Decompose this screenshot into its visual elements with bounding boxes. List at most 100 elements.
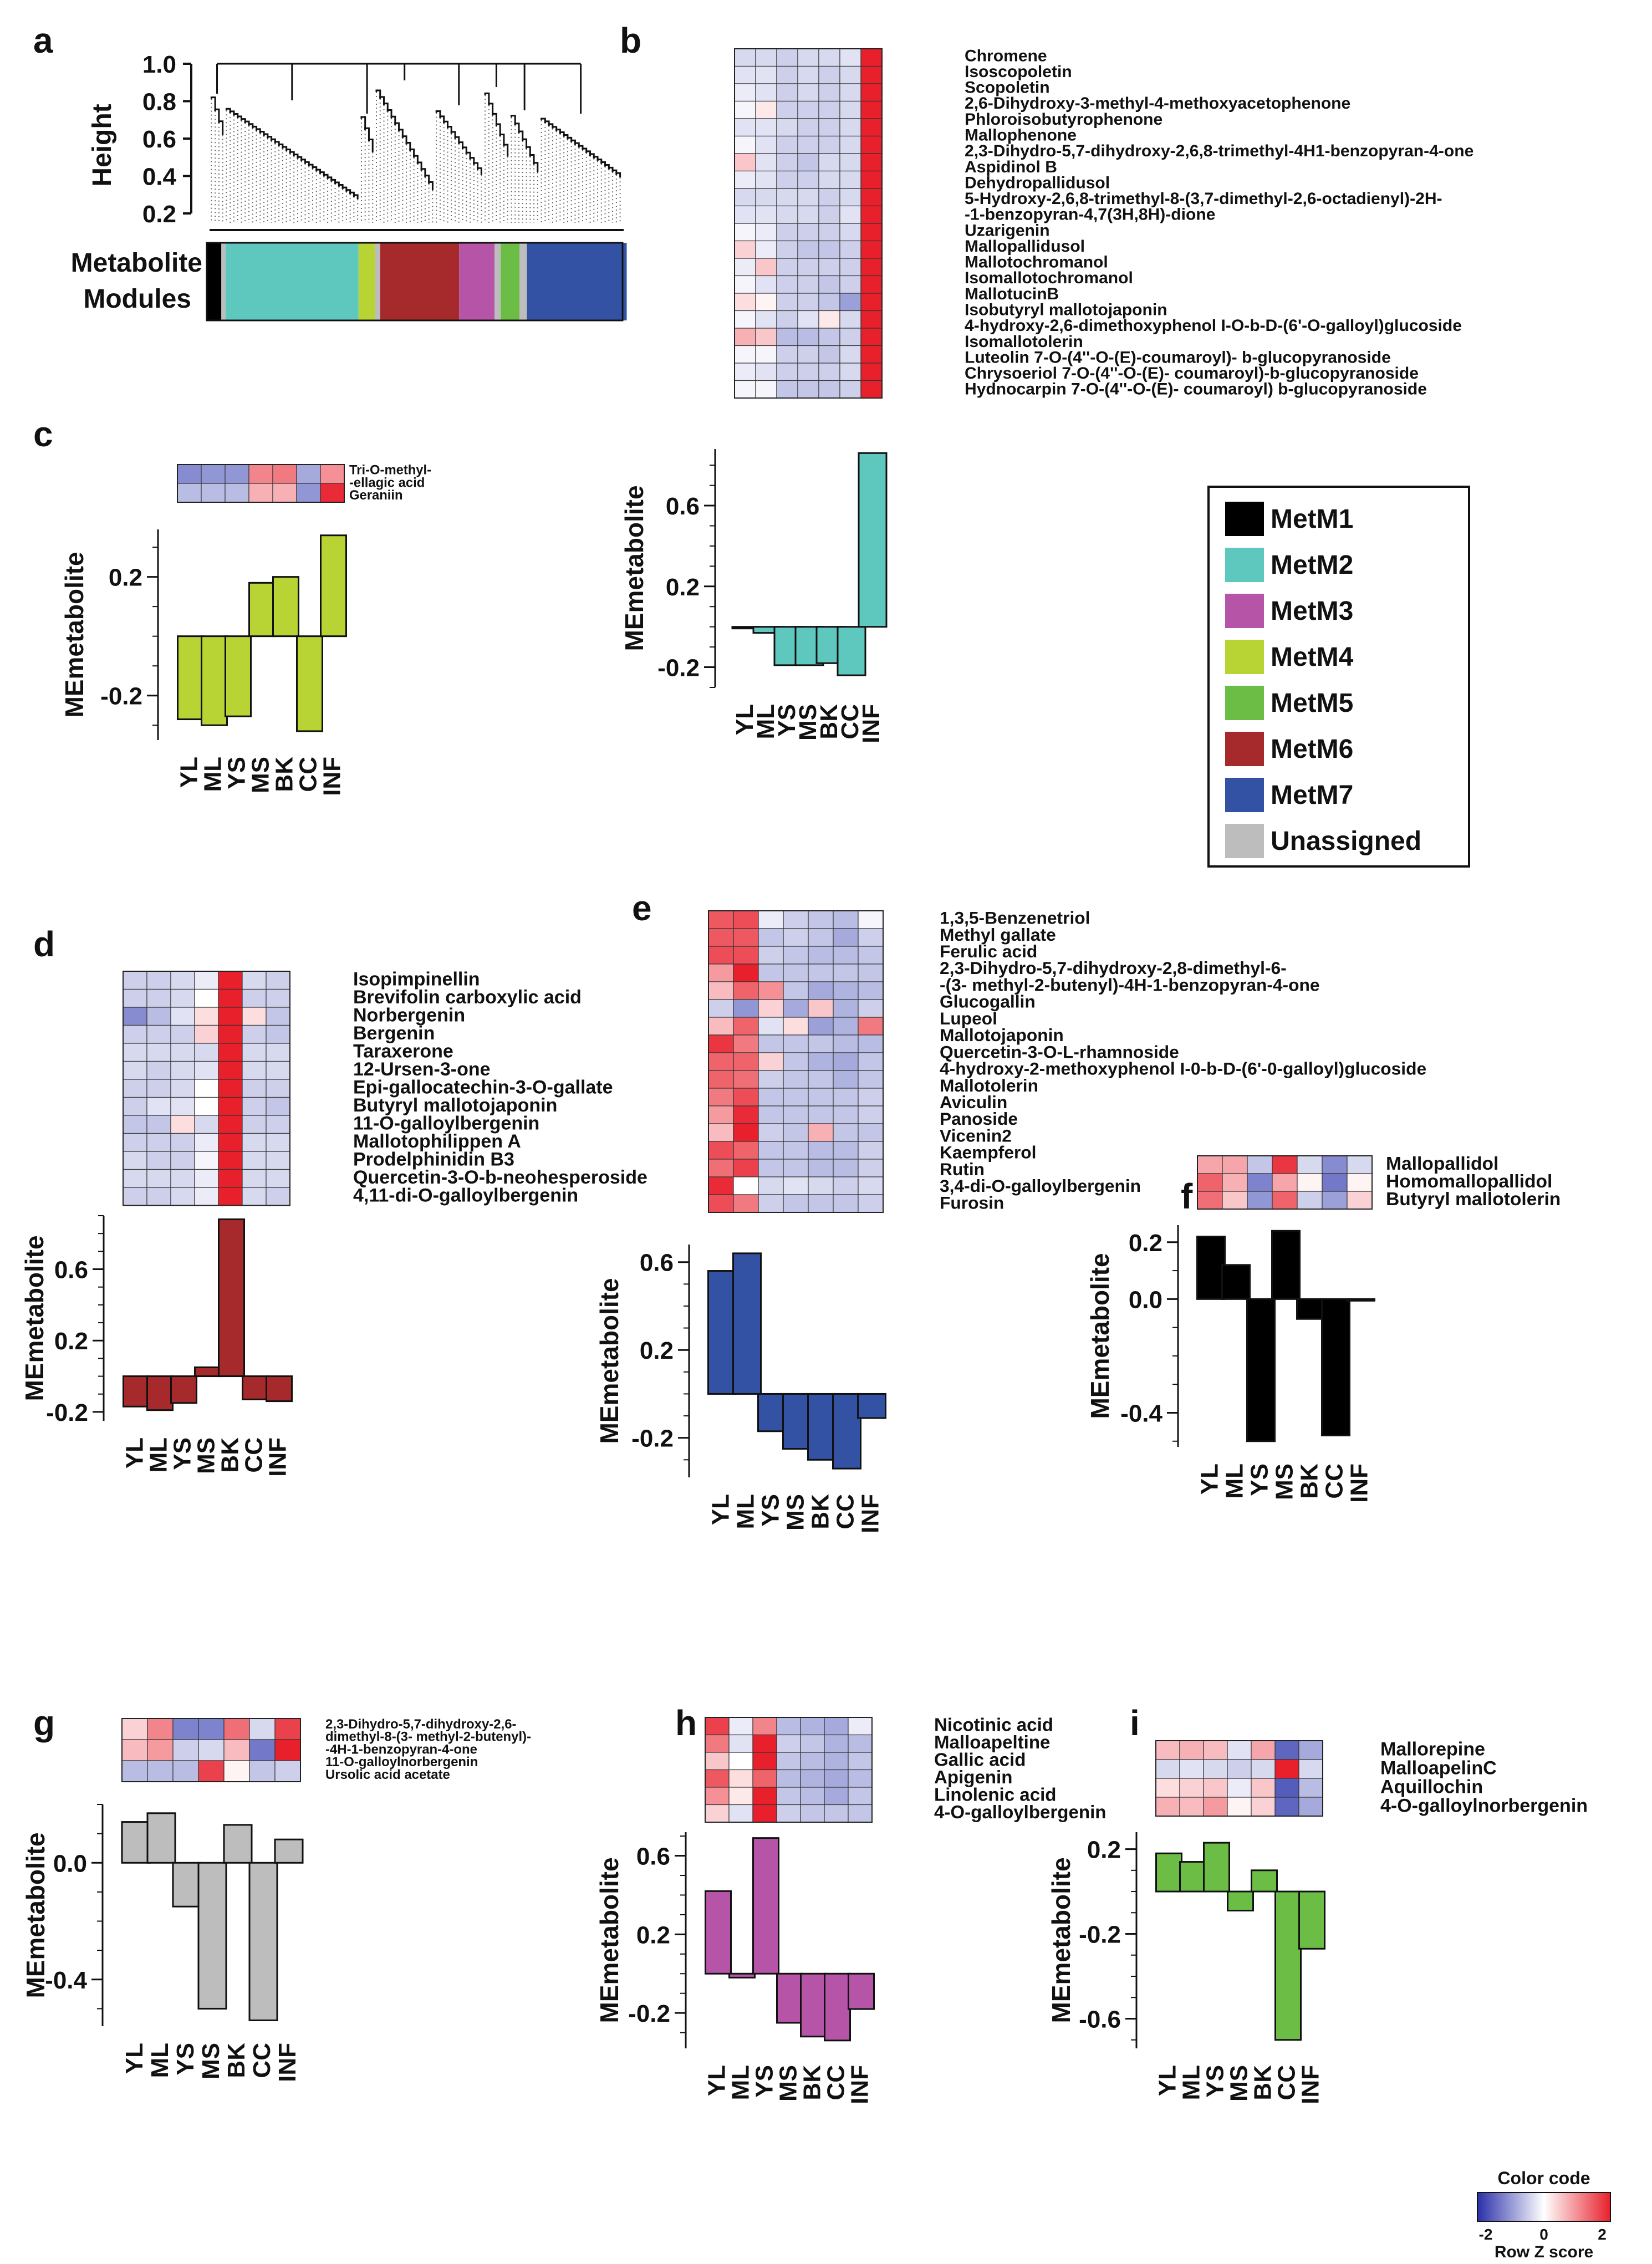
module-bar-segment [501,243,519,320]
heatmap-cell [858,1176,884,1195]
heatmap-cell [752,1717,777,1736]
metabolite-label: Norbergenin [353,1004,465,1026]
heatmap-cell [705,1804,730,1823]
heatmap-cell [797,205,819,224]
legend-label: MetM5 [1271,689,1353,718]
bar-y-tick-label: 0.6 [640,1250,674,1277]
heatmap-cell [776,135,798,154]
heatmap-cell [1272,1191,1298,1210]
heatmap-cell [242,1169,267,1188]
heatmap-cell [1347,1191,1373,1210]
heatmap-cell [1251,1778,1276,1798]
legend-label: MetM2 [1271,550,1353,580]
heatmap-cell [248,464,273,484]
module-bar-segment [207,243,222,320]
heatmap-cell [218,1024,243,1044]
heatmap-cell [1272,1155,1298,1174]
heatmap-cell [797,48,819,67]
bar-x-label: ML [145,1437,172,1473]
dendrogram-branch [446,126,452,134]
metabolite-label: Uzarigenin [965,221,1050,239]
module-bar-segment [527,243,627,320]
heatmap-cell [776,363,798,381]
heatmap-cell [728,1804,753,1823]
dendrogram-branch [492,113,497,126]
heatmap-cell [858,1017,884,1036]
heatmap-cell [734,188,756,207]
heatmap-cell [839,363,861,381]
heatmap-cell [1322,1173,1348,1192]
heatmap-cell [755,293,777,312]
bar-ylabel: MEmetabolite [1085,1253,1114,1419]
heatmap-cell [783,1088,809,1106]
heatmap-cell [734,293,756,312]
bar-INF [274,1838,304,1864]
bar-y-tick-label: 0.6 [54,1257,88,1284]
heatmap-cell [1272,1173,1298,1192]
heatmap-cell [818,380,840,399]
dendrogram-branch [416,161,422,171]
dendrogram-branch [435,110,441,118]
bar-x-label: YS [169,1437,196,1470]
dendrogram-branch [439,115,445,124]
heatmap-cell [858,1123,884,1142]
heatmap-cell [808,1141,834,1160]
heatmap-cell [818,293,840,312]
heatmap-cell [860,310,883,329]
heatmap-cell [818,100,840,119]
module-bar-segment [519,243,527,320]
heatmap-cell [123,1079,147,1098]
dendrogram-branch [218,120,224,135]
metabolite-label: Tri-O-methyl- [349,463,431,478]
heatmap-cell [123,1007,147,1026]
heatmap-cell [147,1760,174,1782]
heatmap-cell [860,100,883,119]
metabolite-label: Gallic acid [934,1750,1026,1771]
bar-INF [266,1375,293,1403]
heatmap-cell [758,1105,784,1124]
bar-x-label: ML [1221,1464,1248,1499]
heatmap-cell [194,1024,219,1044]
color-key-tick-low: -2 [1479,2226,1493,2243]
bar-x-label: CC [837,704,864,740]
metabolite-label: Epi-gallocatechin-3-O-gallate [353,1077,613,1098]
heatmap-cell [808,999,834,1018]
bar-CC [1274,1890,1302,2041]
metabolite-label: Chrysoeriol 7-O-(4''-O-(E)- coumaroyl)-b… [965,364,1419,383]
heatmap-cell [242,1043,267,1062]
heatmap-cell [242,971,267,990]
heatmap-cell [1197,1191,1223,1210]
heatmap-cell [1251,1797,1276,1817]
metabolite-label: -ellagic acid [349,475,425,490]
bar-INF [857,1393,886,1419]
metabolite-label: Isobutyryl mallotojaponin [965,301,1167,319]
heatmap-cell [833,946,859,965]
heatmap-cell [320,483,345,503]
bar-y-tick-label: -0.2 [1079,1921,1121,1949]
heatmap-cell [1197,1173,1223,1192]
heatmap-cell [797,310,819,329]
heatmap-cell [146,988,171,1008]
heatmap-cell [776,188,798,207]
heatmap-cell [1203,1797,1228,1817]
heatmap-cell [1274,1797,1299,1817]
module-bar-segment [494,243,501,320]
heatmap-cell [734,345,756,364]
heatmap-cell [272,483,297,503]
dendrogram-branch [383,103,389,112]
bar-y-tick-label: -0.2 [631,1425,674,1452]
heatmap-cell [858,963,884,982]
heatmap-cell [860,223,883,242]
heatmap-cell [818,188,840,207]
dendrogram-branch [386,109,392,119]
heatmap-cell [734,223,756,242]
dendrogram-branch [522,138,528,149]
heatmap-cell [1203,1740,1228,1760]
heatmap-cell [177,483,202,503]
heatmap-cell [858,1141,884,1160]
heatmap-cell [123,971,147,990]
bar-x-label: MS [782,1494,809,1531]
heatmap-cell [797,100,819,119]
